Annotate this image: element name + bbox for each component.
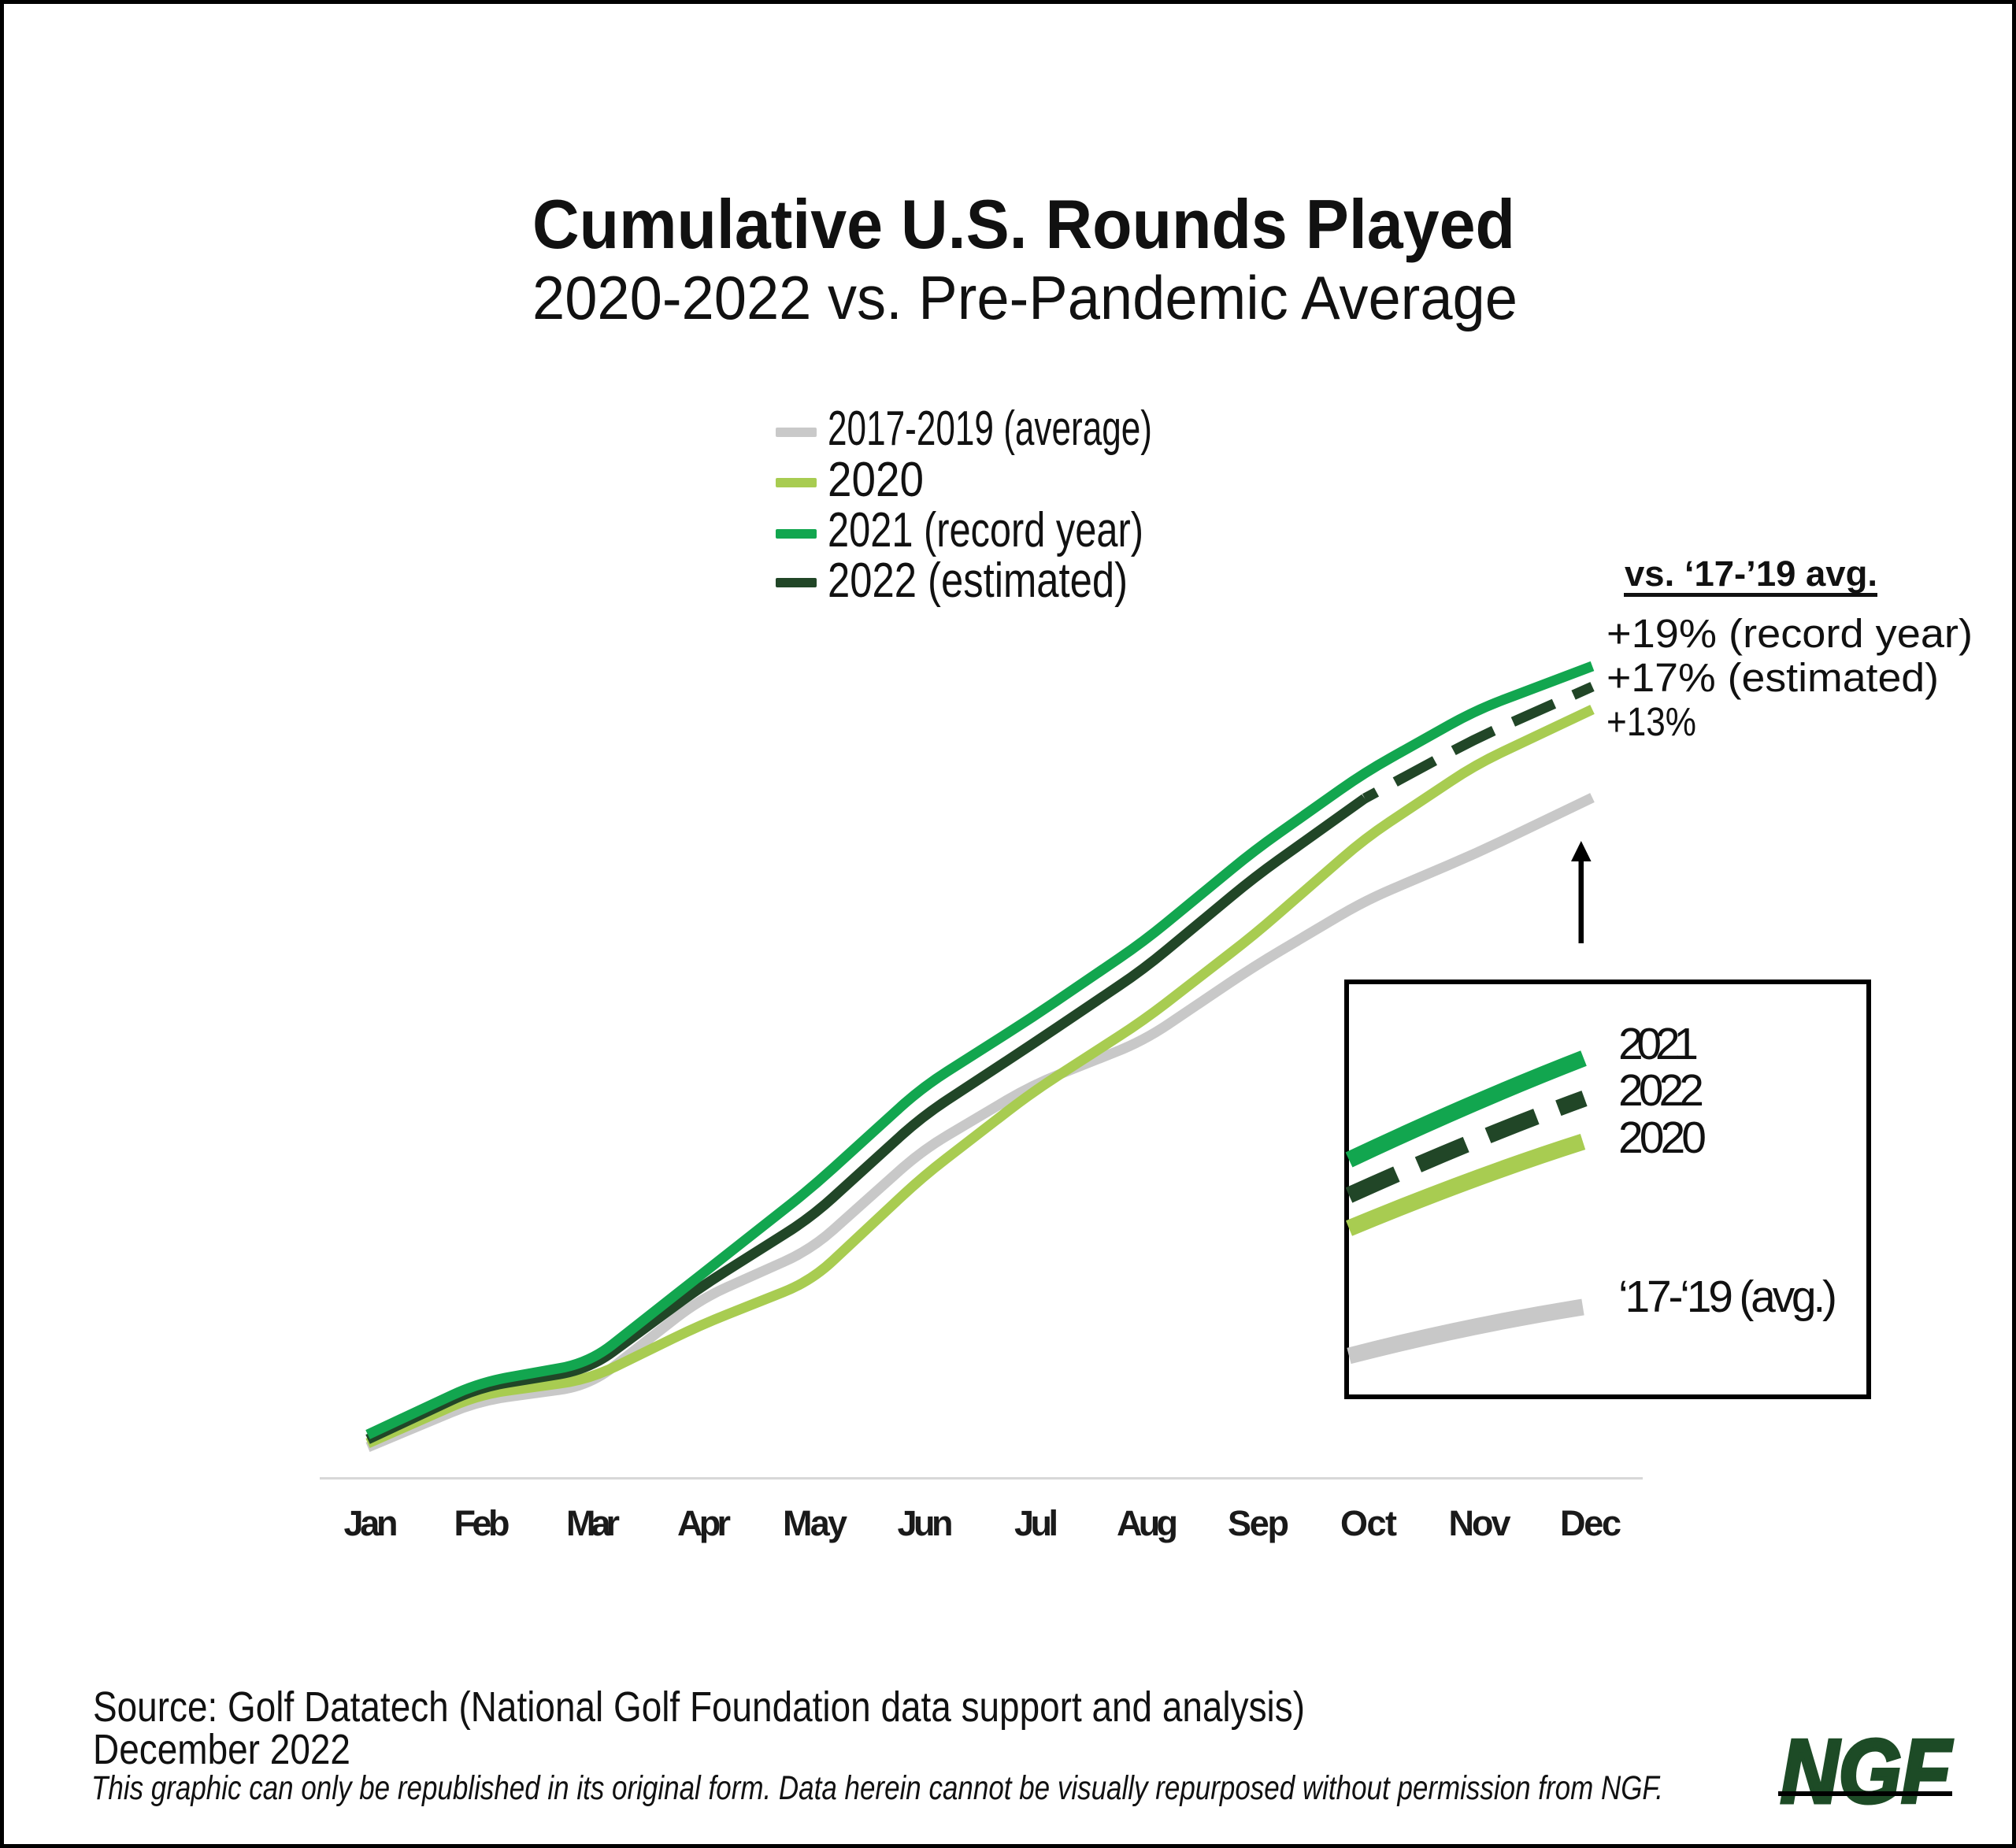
svg-text:2020-2022 vs. Pre-Pandemic Ave: 2020-2022 vs. Pre-Pandemic Average [532,263,1518,332]
svg-text:Nov: Nov [1449,1503,1511,1543]
svg-text:2021: 2021 [1618,1019,1699,1069]
svg-text:Jul: Jul [1014,1503,1058,1543]
svg-text:2021 (record year): 2021 (record year) [828,503,1143,557]
svg-text:December 2022: December 2022 [93,1726,350,1773]
svg-text:+17% (estimated): +17% (estimated) [1606,655,1939,700]
svg-text:2020: 2020 [1618,1113,1707,1163]
svg-text:Sep: Sep [1228,1503,1289,1543]
svg-text:Jan: Jan [344,1503,398,1543]
svg-text:+19% (record year): +19% (record year) [1606,611,1973,656]
svg-text:Dec: Dec [1560,1503,1621,1543]
svg-text:Apr: Apr [677,1503,731,1543]
svg-text:Aug: Aug [1117,1503,1178,1543]
svg-text:+13%: +13% [1606,699,1696,744]
svg-text:‘17-‘19 (avg.): ‘17-‘19 (avg.) [1618,1272,1837,1322]
svg-text:2022 (estimated): 2022 (estimated) [828,554,1128,608]
svg-text:2017-2019 (average): 2017-2019 (average) [828,402,1152,456]
svg-text:May: May [783,1503,847,1543]
svg-text:Oct: Oct [1340,1503,1397,1543]
svg-text:NGF: NGF [1781,1722,1953,1822]
svg-text:Source: Golf Datatech (Nationa: Source: Golf Datatech (National Golf Fou… [93,1683,1305,1731]
svg-text:Feb: Feb [454,1503,510,1543]
svg-text:Cumulative U.S. Rounds Played: Cumulative U.S. Rounds Played [532,185,1515,263]
svg-text:2022: 2022 [1618,1065,1704,1116]
svg-text:This graphic can only be repub: This graphic can only be republished in … [91,1769,1663,1807]
svg-text:Mar: Mar [566,1503,620,1543]
svg-text:2020: 2020 [828,453,924,507]
svg-text:vs. ‘17-’19 avg.: vs. ‘17-’19 avg. [1625,554,1877,594]
svg-text:Jun: Jun [898,1503,954,1543]
